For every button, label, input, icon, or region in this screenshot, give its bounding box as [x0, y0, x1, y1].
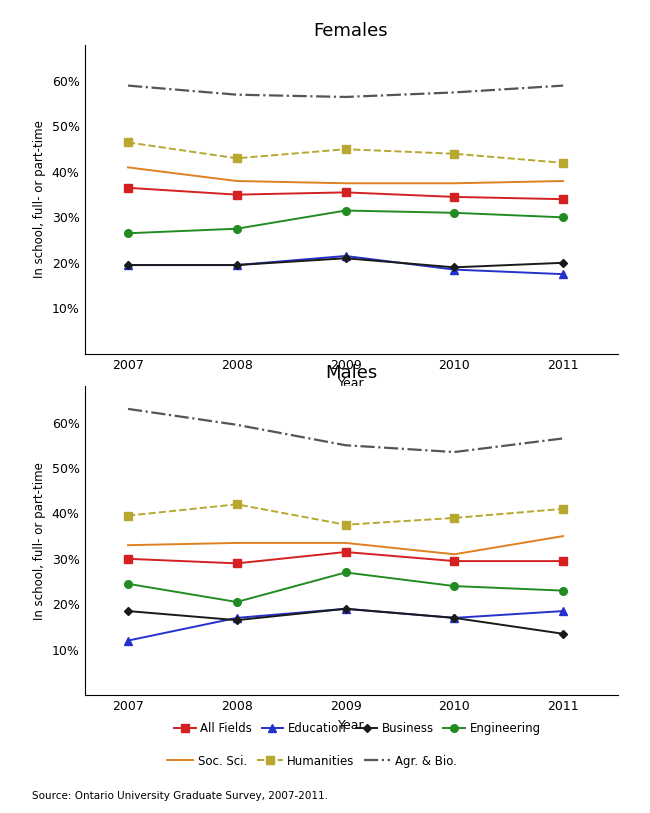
Text: Source: Ontario University Graduate Survey, 2007-2011.: Source: Ontario University Graduate Surv…: [32, 791, 328, 801]
X-axis label: Year: Year: [338, 719, 364, 732]
Legend: All Fields, Education, Business, Engineering: All Fields, Education, Business, Enginee…: [170, 717, 545, 740]
Title: Females: Females: [314, 23, 388, 41]
Legend: Soc. Sci., Humanities, Agr. & Bio.: Soc. Sci., Humanities, Agr. & Bio.: [162, 750, 462, 772]
Title: Males: Males: [325, 364, 377, 382]
Y-axis label: In school, full- or part-time: In school, full- or part-time: [33, 462, 46, 620]
Y-axis label: In school, full- or part-time: In school, full- or part-time: [33, 120, 46, 278]
X-axis label: Year: Year: [338, 377, 364, 390]
